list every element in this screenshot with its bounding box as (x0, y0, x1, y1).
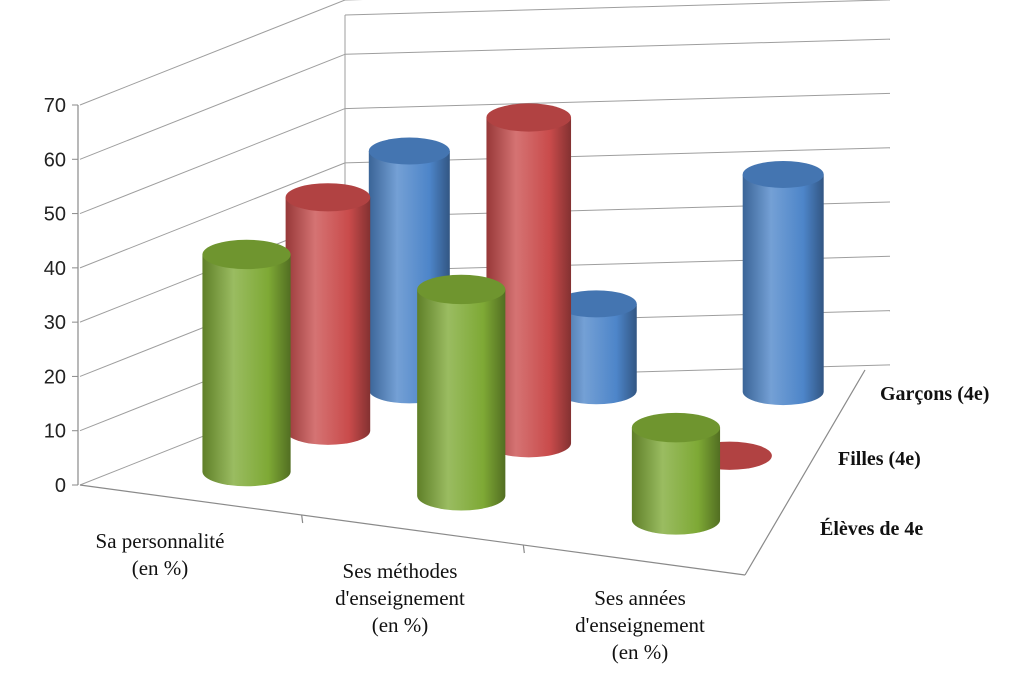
gridline-side (79, 53, 346, 160)
cylinder-top (202, 239, 291, 270)
x-axis-line (79, 484, 746, 576)
x-category-label: Ses méthodes d'enseignement (en %) (335, 559, 465, 637)
gridline-back (344, 92, 891, 110)
gridline-back (344, 38, 891, 55)
x-category-label: Sa personnalité (en %) (96, 529, 225, 580)
depth-series-label: Élèves de 4e (820, 517, 923, 540)
x-tick-mark (301, 514, 304, 524)
cylinder-body (486, 117, 572, 458)
cylinder-body (742, 174, 824, 406)
cylinder-bars (202, 103, 824, 535)
cylinder-top (555, 290, 637, 318)
depth-series-label: Filles (4e) (838, 448, 921, 470)
x-tick-mark (522, 544, 525, 554)
cylinder-bar (486, 103, 572, 458)
y-tick-label: 20 (44, 366, 66, 388)
cylinder-top (285, 183, 371, 212)
cylinder-body (202, 254, 291, 487)
gridline-back-top (344, 0, 891, 16)
cylinder-top (742, 160, 824, 188)
x-axis-labels: Sa personnalité (en %) Ses méthodes d'ensei… (96, 529, 705, 664)
cylinder-bar (285, 183, 371, 445)
cylinder-body (631, 427, 721, 535)
cylinder-top (368, 137, 450, 165)
cylinder-bar (202, 239, 291, 487)
y-tick-label: 0 (55, 475, 66, 497)
cylinder-bar (417, 274, 506, 511)
gridline-side (79, 108, 346, 215)
cylinder-top (417, 274, 506, 305)
y-tick-label: 60 (44, 149, 66, 171)
gridline-side (79, 0, 346, 106)
y-tick-label: 70 (44, 95, 66, 117)
cylinder-body (285, 197, 371, 445)
x-category-label: Ses années d'enseignement (en %) (575, 586, 705, 664)
cylinder-body (555, 303, 637, 405)
cylinder-top (486, 103, 572, 132)
y-tick-label: 10 (44, 421, 66, 443)
gridline-side (79, 162, 346, 269)
y-tick-label: 30 (44, 312, 66, 334)
depth-axis-labels: Élèves de 4e Filles (4e) Garçons (4e) (820, 383, 989, 540)
cylinder-body (417, 289, 506, 511)
cylinder-top (631, 412, 721, 443)
y-tick-label: 40 (44, 258, 66, 280)
depth-series-label: Garçons (4e) (880, 383, 989, 405)
depth-axis-line (744, 369, 866, 576)
cylinder-bar (555, 290, 637, 405)
chart-axes (77, 105, 866, 576)
cylinder-bar (631, 412, 721, 535)
cylinder-bar (742, 160, 824, 406)
y-tick-label: 50 (44, 204, 66, 226)
y-axis-ticks: 0 10 20 30 40 50 60 70 (44, 95, 78, 497)
